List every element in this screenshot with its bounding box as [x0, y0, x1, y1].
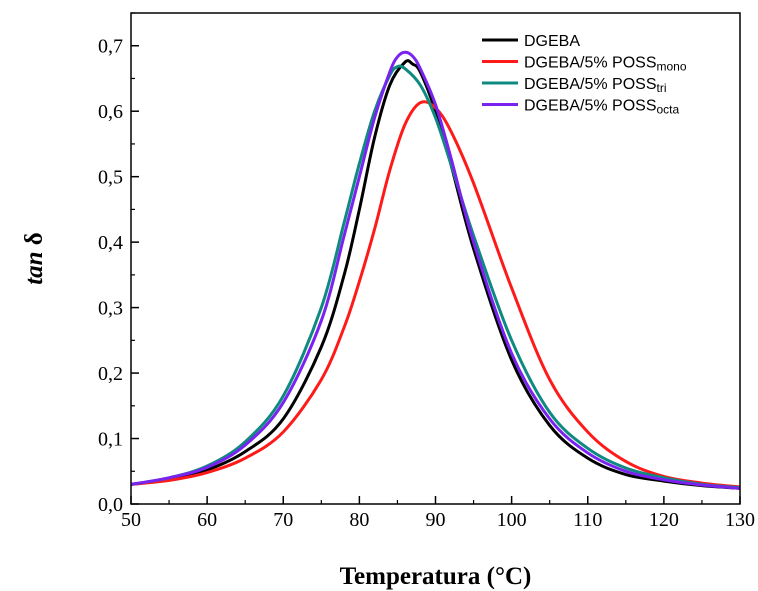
- legend-label-1: DGEBA: [524, 33, 580, 50]
- series-line-1: [131, 59, 740, 490]
- y-axis-title-main: tan: [21, 251, 48, 284]
- y-tick-label: 0,1: [98, 429, 123, 451]
- y-tick-label: 0,0: [98, 494, 123, 516]
- x-tick-label: 120: [649, 509, 679, 531]
- y-tick-label: 0,2: [98, 363, 123, 385]
- y-axis-ticks: 0,0 0,1 0,2 0,3 0,4 0,5 0,6 0,7: [98, 12, 139, 516]
- series-layer: [131, 50, 740, 490]
- x-axis-ticks: 50 60 70 80 90 100 110 120 130: [121, 496, 755, 531]
- legend-label-4: DGEBA/5% POSSocta: [524, 98, 680, 117]
- x-tick-label: 90: [426, 509, 446, 531]
- y-tick-label: 0,6: [98, 101, 123, 123]
- legend-label-3: DGEBA/5% POSStri: [524, 76, 667, 95]
- y-tick-label: 0,4: [98, 232, 123, 254]
- x-tick-label: 110: [573, 509, 602, 531]
- legend: DGEBA DGEBA/5% POSSmono DGEBA/5% POSStri DG…: [482, 33, 687, 117]
- x-axis-title: Temperatura (°C): [340, 563, 532, 590]
- series-line-2: [131, 100, 740, 489]
- y-axis-title-symbol: δ: [21, 232, 48, 245]
- y-tick-label: 0,7: [98, 36, 123, 58]
- legend-label-2: DGEBA/5% POSSmono: [524, 55, 687, 74]
- x-tick-label: 60: [197, 509, 217, 531]
- y-tick-label: 0,5: [98, 167, 123, 189]
- x-tick-label: 70: [273, 509, 293, 531]
- series-line-3: [131, 64, 740, 490]
- y-tick-label: 0,3: [98, 298, 123, 320]
- x-tick-label: 50: [121, 509, 141, 531]
- series-line-4: [131, 50, 740, 490]
- x-tick-label: 130: [725, 509, 755, 531]
- y-axis-title: tan δ: [21, 232, 48, 285]
- x-tick-label: 100: [497, 509, 527, 531]
- x-tick-label: 80: [349, 509, 369, 531]
